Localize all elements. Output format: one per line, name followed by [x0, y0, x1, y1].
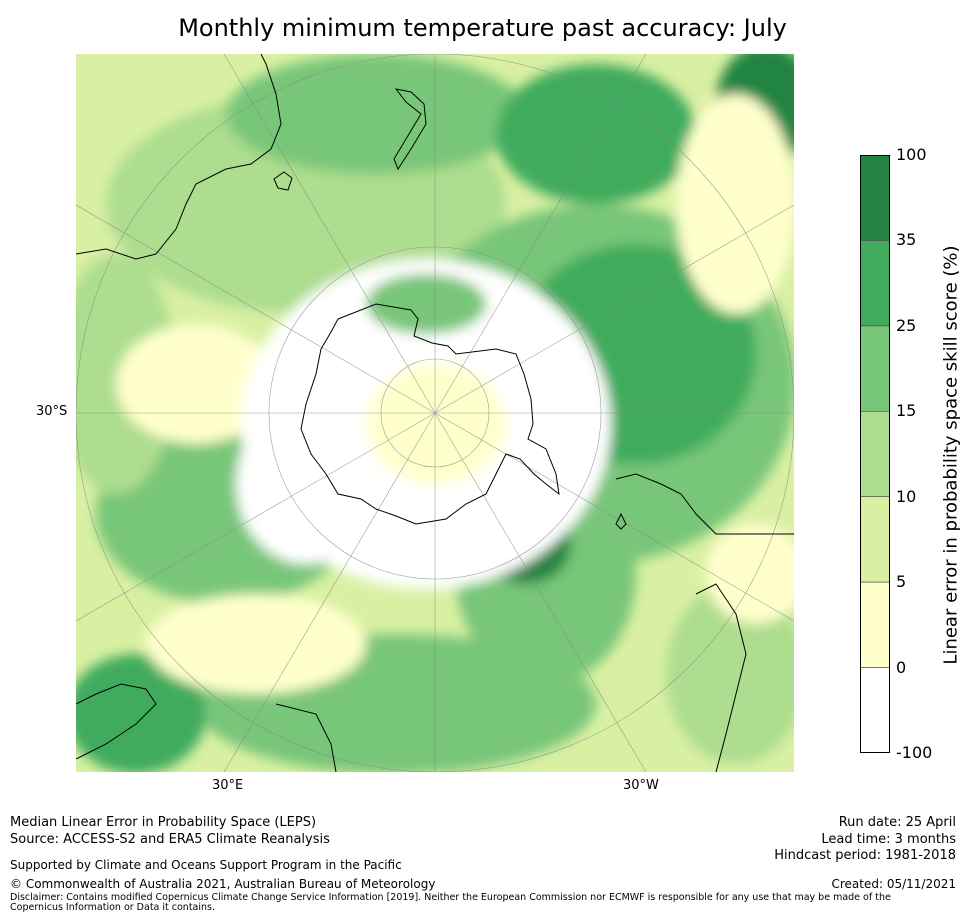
- africa-coast: [76, 683, 337, 772]
- footer-disclaimer: Disclaimer: Contains modified Copernicus…: [10, 892, 891, 913]
- skill-region: [146, 594, 366, 694]
- footer-leps: Median Linear Error in Probability Space…: [10, 815, 317, 830]
- skill-region: [116, 324, 276, 444]
- colorbar-tick-label: 10: [896, 486, 917, 506]
- tasmania-coast: [273, 171, 293, 191]
- footer-lead-time: Lead time: 3 months: [821, 832, 956, 847]
- skill-region: [666, 584, 794, 764]
- footer-created: Created: 05/11/2021: [831, 877, 956, 891]
- coastlines: [76, 54, 794, 772]
- footer-copyright: © Commonwealth of Australia 2021, Austra…: [10, 877, 436, 891]
- skill-region: [366, 364, 506, 484]
- graticule: [76, 54, 794, 772]
- chart-title: Monthly minimum temperature past accurac…: [178, 14, 787, 42]
- skill-region: [236, 404, 376, 564]
- skill-region: [366, 274, 486, 334]
- colorbar-segment: [860, 667, 890, 753]
- antarctica-coast: [300, 303, 560, 525]
- new-zealand-coast: [393, 88, 427, 171]
- footer-support: Supported by Climate and Oceans Support …: [10, 858, 402, 872]
- colorbar-segment: [860, 240, 890, 327]
- colorbar-tick-label: 5: [896, 572, 907, 592]
- lon-label-30e: 30°E: [212, 778, 244, 793]
- footer-hindcast: Hindcast period: 1981-2018: [774, 848, 956, 863]
- colorbar-segment: [860, 410, 890, 498]
- footer-run-date: Run date: 25 April: [838, 815, 956, 830]
- colorbar-label: Linear error in probability space skill …: [940, 245, 962, 665]
- skill-region: [706, 524, 794, 624]
- footer-source: Source: ACCESS-S2 and ERA5 Climate Reana…: [10, 832, 330, 847]
- colorbar-tick-label: 15: [896, 401, 917, 421]
- colorbar-tick-label: 100: [896, 145, 927, 164]
- polar-skill-map: [76, 54, 794, 772]
- colorbar-tick-label: 25: [896, 315, 917, 335]
- colorbar-segment: [860, 325, 890, 412]
- colorbar-segment: [860, 496, 890, 583]
- lon-label-30w: 30°W: [623, 778, 659, 793]
- south-america-coast: [615, 473, 794, 772]
- colorbar-segment: [860, 581, 890, 668]
- colorbar-tick-label: -100: [896, 743, 933, 762]
- skill-region: [496, 64, 696, 204]
- skill-region: [226, 54, 526, 174]
- skill-region: [676, 94, 794, 314]
- colorbar-tick-label: 0: [896, 657, 907, 677]
- australia-coast: [76, 54, 282, 260]
- colorbar: [860, 155, 890, 753]
- lat-label-30s: 30°S: [36, 404, 68, 419]
- colorbar-segment: [860, 155, 890, 241]
- colorbar-tick-label: 35: [896, 230, 917, 250]
